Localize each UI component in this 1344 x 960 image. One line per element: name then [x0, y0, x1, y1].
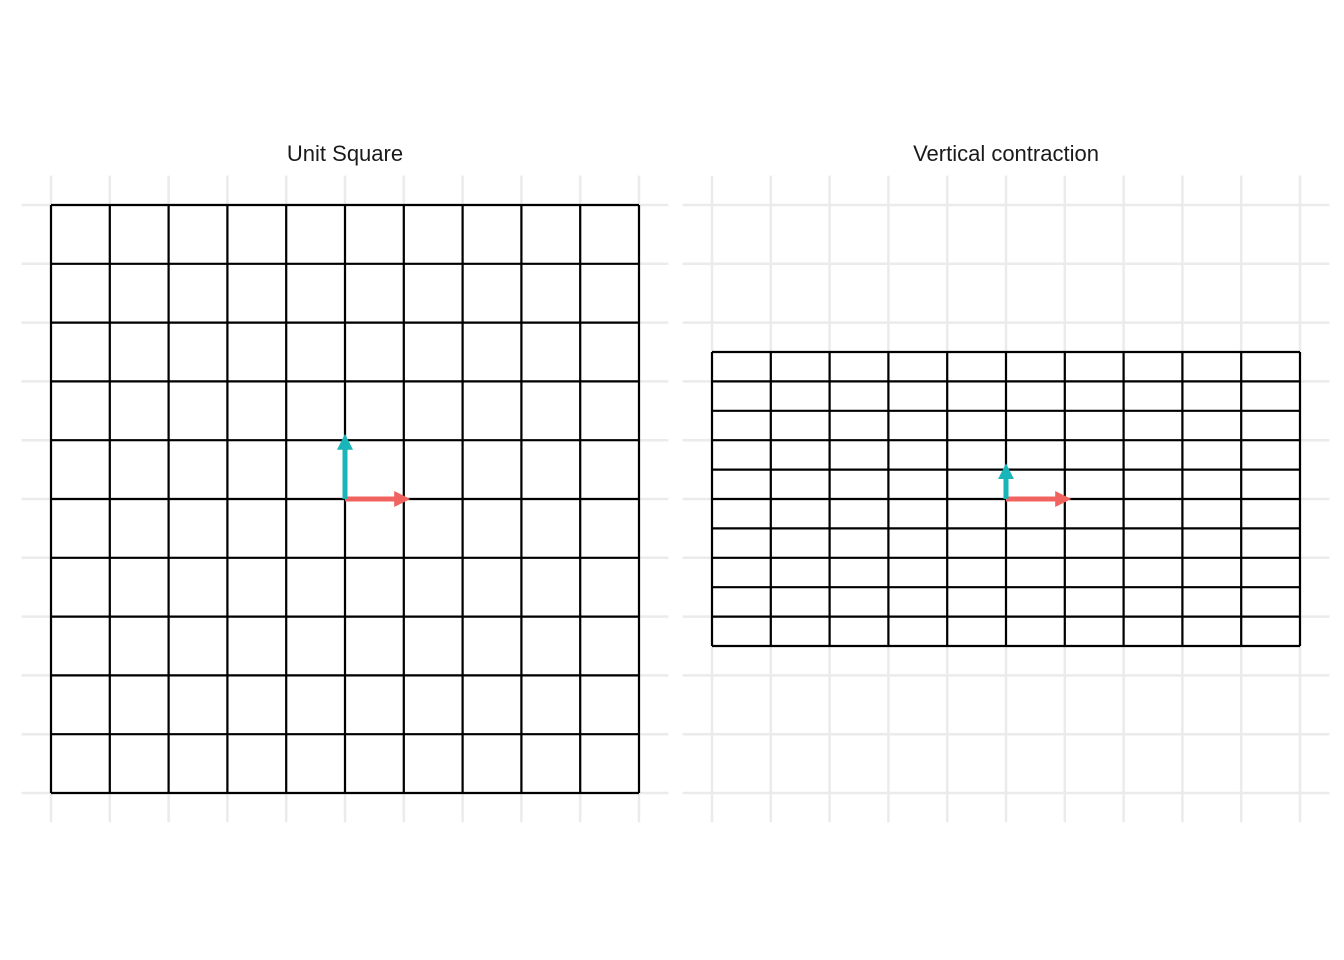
panel-right-basis-vectors	[1006, 470, 1065, 499]
panel-left-basis-vectors	[345, 440, 404, 499]
panel-left: Unit Square	[22, 141, 669, 822]
panel-right: Vertical contraction	[683, 141, 1330, 822]
panel-right-title: Vertical contraction	[913, 141, 1099, 166]
panel-left-title: Unit Square	[287, 141, 403, 166]
